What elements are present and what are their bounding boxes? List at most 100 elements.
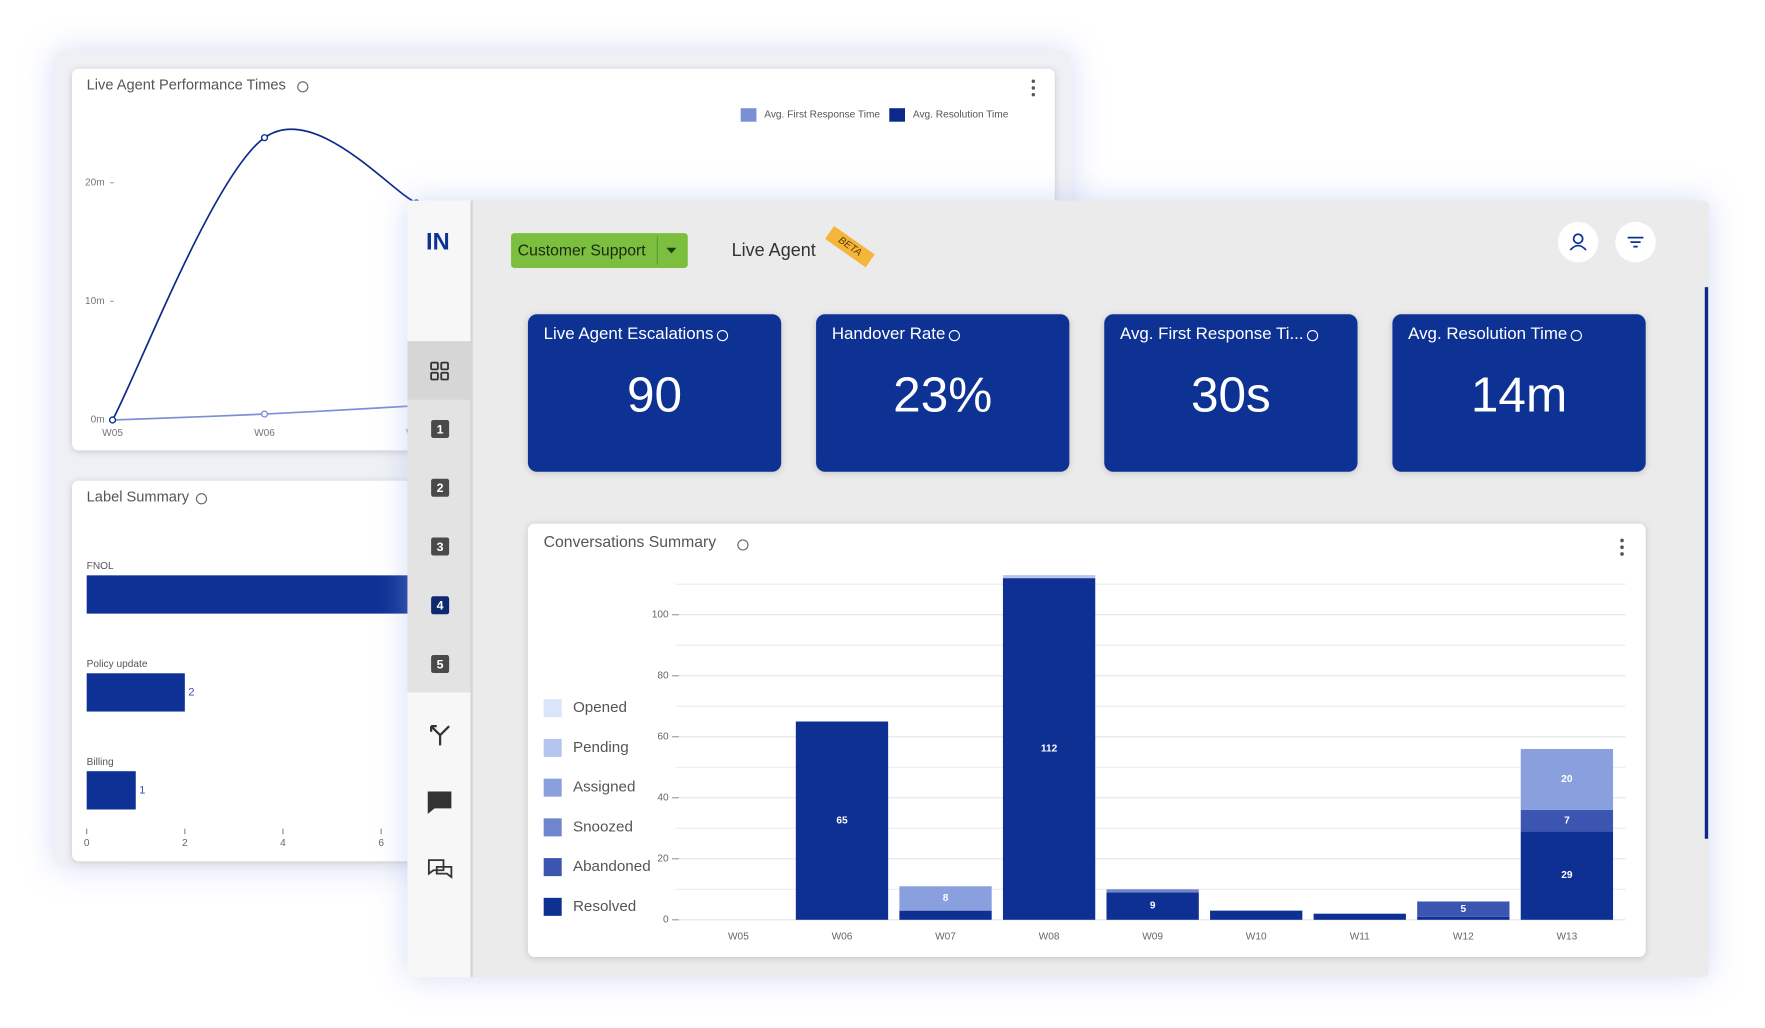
profile-button[interactable]: [1557, 221, 1599, 263]
kpi-value: 23%: [893, 368, 992, 423]
x-tick-label: W06: [832, 931, 853, 942]
dropdown-arrow[interactable]: [666, 247, 677, 254]
nav-item[interactable]: [431, 655, 450, 674]
kpi-row: Live Agent Escalations 90 Handover Rate 23%…: [527, 314, 1646, 472]
kpi-card: [527, 314, 782, 472]
menu-dot[interactable]: [1031, 79, 1036, 83]
legend-label: Opened: [573, 699, 627, 716]
data-label: 65: [836, 815, 848, 826]
nav-item[interactable]: [431, 478, 450, 497]
kpi-value: 14m: [1471, 368, 1567, 423]
logo[interactable]: IN: [426, 230, 450, 256]
y-tick-label: 60: [657, 731, 669, 742]
data-label: 1: [139, 784, 145, 796]
legend-label: Avg. Resolution Time: [913, 110, 1009, 121]
x-tick-label: W07: [935, 931, 956, 942]
card-title: Label Summary: [87, 490, 190, 506]
bar-segment: [1002, 578, 1096, 920]
profile-icon: [1569, 244, 1587, 251]
menu-dot[interactable]: [1620, 545, 1624, 550]
nav-label: 2: [437, 481, 444, 495]
y-tick-label: 100: [652, 609, 669, 620]
point: [260, 134, 269, 142]
flow-icon[interactable]: [429, 725, 450, 746]
nav-label: 4: [437, 599, 444, 613]
legend-swatch: [543, 897, 562, 916]
menu-dot[interactable]: [1620, 552, 1624, 556]
x-tick-label: 6: [378, 838, 384, 849]
menu-dot[interactable]: [1031, 93, 1036, 97]
icon-part: [440, 371, 449, 381]
data-label: 20: [1561, 774, 1573, 785]
card-title: Conversations Summary: [544, 534, 717, 551]
bar-segment: [1417, 916, 1510, 920]
conversations-chart: 0 20 40 60 80 100 Opened Pending Assigned Snoozed…: [543, 575, 1626, 942]
legend-swatch: [543, 858, 562, 877]
kpi-label: Avg. Resolution Time: [1408, 324, 1567, 343]
icon-part: [440, 361, 449, 371]
category-label: Policy update: [87, 659, 148, 670]
bar-segment: [1313, 913, 1406, 920]
x-tick-label: W08: [1039, 931, 1060, 942]
icon-part: [430, 361, 439, 371]
nav-label: 3: [437, 540, 444, 554]
nav-label: 1: [437, 422, 444, 436]
bar-segment: [1002, 575, 1096, 579]
legend-swatch: [889, 108, 906, 122]
dashboard-icon[interactable]: [430, 361, 449, 381]
bar-segment: [1520, 809, 1614, 832]
data-label: 5: [1461, 904, 1467, 915]
bar-segment: [1106, 889, 1199, 893]
team-name[interactable]: Customer Support: [518, 242, 646, 259]
info-icon: [195, 493, 208, 505]
y-tick-label: 20: [657, 853, 669, 864]
info-icon: [1306, 329, 1319, 342]
card-title: Live Agent Performance Times: [87, 78, 286, 94]
menu-dot[interactable]: [1620, 538, 1624, 543]
legend-label: Abandoned: [573, 858, 651, 875]
team-select[interactable]: [511, 233, 688, 269]
kpi-label: Handover Rate: [832, 324, 946, 343]
x-tick-label: W12: [1453, 931, 1474, 942]
legend-swatch: [543, 738, 562, 757]
nav-item[interactable]: [431, 596, 450, 615]
x-tick-label: W11: [1350, 931, 1370, 942]
menu-dot[interactable]: [1031, 86, 1036, 90]
data-label: 7: [1564, 815, 1570, 826]
data-label: 8: [943, 893, 949, 904]
bar: [86, 673, 185, 712]
y-tick-label: 10m: [85, 296, 105, 307]
nav-item[interactable]: [431, 420, 450, 439]
page-title: Live Agent: [732, 240, 816, 260]
bar-segment: [899, 910, 992, 920]
legend-swatch: [543, 699, 562, 718]
legend-label: Pending: [573, 739, 629, 756]
ribbon: [825, 226, 875, 268]
bar-segment: [899, 886, 992, 911]
profile-icon: [1572, 233, 1584, 245]
kpi-label: Live Agent Escalations: [544, 324, 714, 343]
kpi-card: [816, 314, 1070, 472]
kpi-card: [1392, 314, 1646, 472]
x-tick-label: 2: [182, 838, 188, 849]
x-tick-label: W13: [1556, 931, 1577, 942]
conversations-icon[interactable]: [427, 859, 453, 879]
point: [108, 416, 117, 424]
x-tick-label: W09: [1142, 931, 1163, 942]
x-tick-label: W05: [728, 931, 749, 942]
kpi-label: Avg. First Response Ti...: [1120, 324, 1304, 343]
category-label: Billing: [87, 757, 114, 768]
bar-segment: [1417, 901, 1510, 917]
bar: [86, 771, 136, 810]
nav-selected: [407, 341, 471, 400]
bar-segment: [1106, 892, 1199, 920]
filter-icon: [1627, 236, 1644, 248]
data-label: 112: [1041, 744, 1058, 755]
data-label: 29: [1561, 870, 1573, 881]
bar-segment: [1210, 910, 1303, 920]
bar-segment: [1520, 831, 1614, 920]
line: [111, 128, 417, 421]
nav-item[interactable]: [431, 537, 450, 556]
point: [260, 410, 269, 418]
